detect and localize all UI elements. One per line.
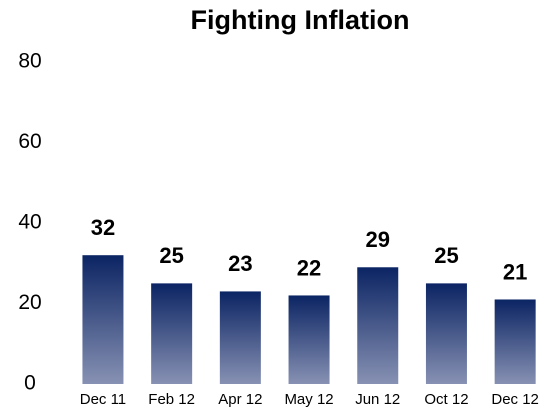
x-tick-label: Dec 11 — [80, 391, 126, 408]
bar — [82, 255, 124, 384]
y-tick-label: 60 — [18, 130, 41, 153]
chart-title: Fighting Inflation — [191, 5, 410, 35]
y-tick-label: 40 — [18, 211, 41, 234]
y-tick-label: 20 — [18, 291, 41, 314]
value-label: 32 — [91, 215, 115, 240]
value-label: 22 — [297, 255, 321, 280]
value-label: 29 — [366, 227, 390, 252]
x-tick-label: Apr 12 — [218, 391, 262, 408]
bar — [288, 295, 330, 384]
bar — [357, 267, 399, 384]
x-tick-label: May 12 — [284, 391, 333, 408]
value-label: 21 — [503, 259, 527, 284]
x-tick-label: Dec 12 — [491, 391, 539, 408]
y-tick-label: 80 — [18, 50, 41, 73]
value-label: 25 — [159, 243, 183, 268]
x-tick-label: Oct 12 — [424, 391, 468, 408]
value-label: 23 — [228, 251, 252, 276]
bar — [425, 283, 467, 384]
y-tick-label: 0 — [24, 372, 36, 395]
value-label: 25 — [434, 243, 458, 268]
x-tick-label: Feb 12 — [148, 391, 195, 408]
bar — [494, 299, 536, 384]
x-tick-label: Jun 12 — [355, 391, 400, 408]
bar — [151, 283, 193, 384]
bar — [219, 291, 261, 384]
